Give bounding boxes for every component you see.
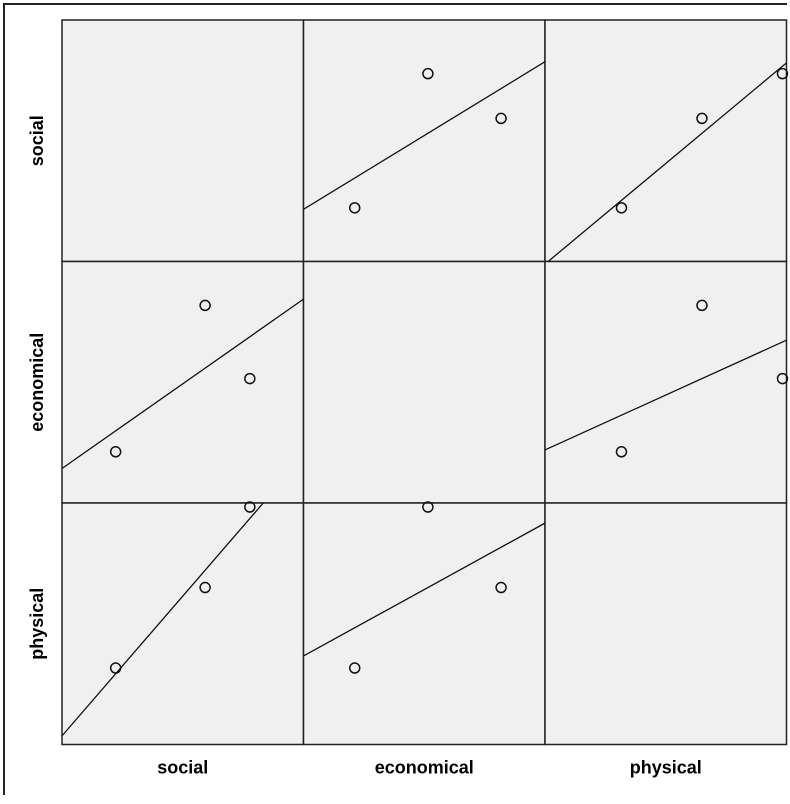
fit-line-social-vs-economical [303, 61, 546, 210]
panel-physical-vs-social [61, 502, 305, 746]
point-economical-vs-physical-1 [615, 446, 628, 458]
fit-line-economical-vs-social [61, 298, 304, 470]
panel-economical-vs-social [61, 260, 305, 504]
panel-social-vs-economical [302, 19, 546, 263]
panel-physical-vs-physical [544, 502, 788, 746]
point-physical-vs-economical-1 [348, 662, 361, 674]
panel-physical-vs-economical [302, 502, 546, 746]
point-physical-vs-economical-3 [422, 501, 434, 513]
panel-social-vs-physical [544, 19, 788, 263]
column-label-social: social [157, 758, 208, 778]
point-economical-vs-social-1 [109, 446, 122, 458]
point-economical-vs-social-2 [199, 299, 211, 312]
point-economical-vs-physical-2 [696, 299, 708, 312]
point-physical-vs-economical-2 [495, 581, 507, 594]
fit-line-physical-vs-social [61, 502, 264, 737]
point-physical-vs-social-3 [244, 501, 256, 513]
column-label-physical: physical [630, 758, 702, 778]
row-label-economical: economical [27, 333, 47, 432]
point-economical-vs-social-3 [244, 372, 256, 385]
point-social-vs-physical-2 [696, 112, 708, 125]
point-social-vs-physical-3 [776, 67, 789, 80]
fit-line-physical-vs-economical [303, 522, 546, 657]
figure-frame [3, 3, 787, 795]
row-label-physical: physical [27, 588, 47, 660]
point-social-vs-physical-1 [615, 202, 628, 214]
panel-economical-vs-physical [544, 260, 788, 504]
point-social-vs-economical-2 [495, 112, 507, 125]
fit-line-social-vs-physical [547, 62, 787, 262]
point-physical-vs-social-2 [199, 581, 211, 594]
point-economical-vs-physical-3 [776, 372, 789, 385]
column-label-economical: economical [375, 758, 474, 778]
fit-line-economical-vs-physical [544, 339, 787, 451]
panel-social-vs-social [61, 19, 305, 263]
panel-economical-vs-economical [302, 260, 546, 504]
point-social-vs-economical-1 [348, 202, 361, 214]
point-physical-vs-social-1 [109, 662, 122, 674]
row-label-social: social [27, 115, 47, 166]
point-social-vs-economical-3 [422, 67, 434, 80]
